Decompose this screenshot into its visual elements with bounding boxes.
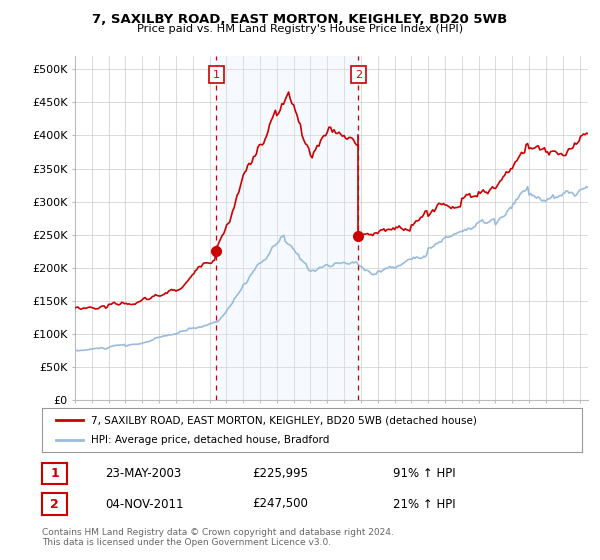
Text: Contains HM Land Registry data © Crown copyright and database right 2024.
This d: Contains HM Land Registry data © Crown c…: [42, 528, 394, 547]
Text: 91% ↑ HPI: 91% ↑ HPI: [393, 466, 455, 480]
Text: 04-NOV-2011: 04-NOV-2011: [105, 497, 184, 511]
Text: 7, SAXILBY ROAD, EAST MORTON, KEIGHLEY, BD20 5WB: 7, SAXILBY ROAD, EAST MORTON, KEIGHLEY, …: [92, 13, 508, 26]
Text: 7, SAXILBY ROAD, EAST MORTON, KEIGHLEY, BD20 5WB (detached house): 7, SAXILBY ROAD, EAST MORTON, KEIGHLEY, …: [91, 415, 476, 425]
Text: £247,500: £247,500: [252, 497, 308, 511]
Text: 1: 1: [212, 69, 220, 80]
Text: Price paid vs. HM Land Registry's House Price Index (HPI): Price paid vs. HM Land Registry's House …: [137, 24, 463, 34]
Text: 21% ↑ HPI: 21% ↑ HPI: [393, 497, 455, 511]
Text: 2: 2: [355, 69, 362, 80]
Text: HPI: Average price, detached house, Bradford: HPI: Average price, detached house, Brad…: [91, 435, 329, 445]
Text: 1: 1: [50, 466, 59, 480]
Bar: [216, 56, 358, 400]
Text: £225,995: £225,995: [252, 466, 308, 480]
Text: 2: 2: [50, 497, 59, 511]
Text: 23-MAY-2003: 23-MAY-2003: [105, 466, 181, 480]
